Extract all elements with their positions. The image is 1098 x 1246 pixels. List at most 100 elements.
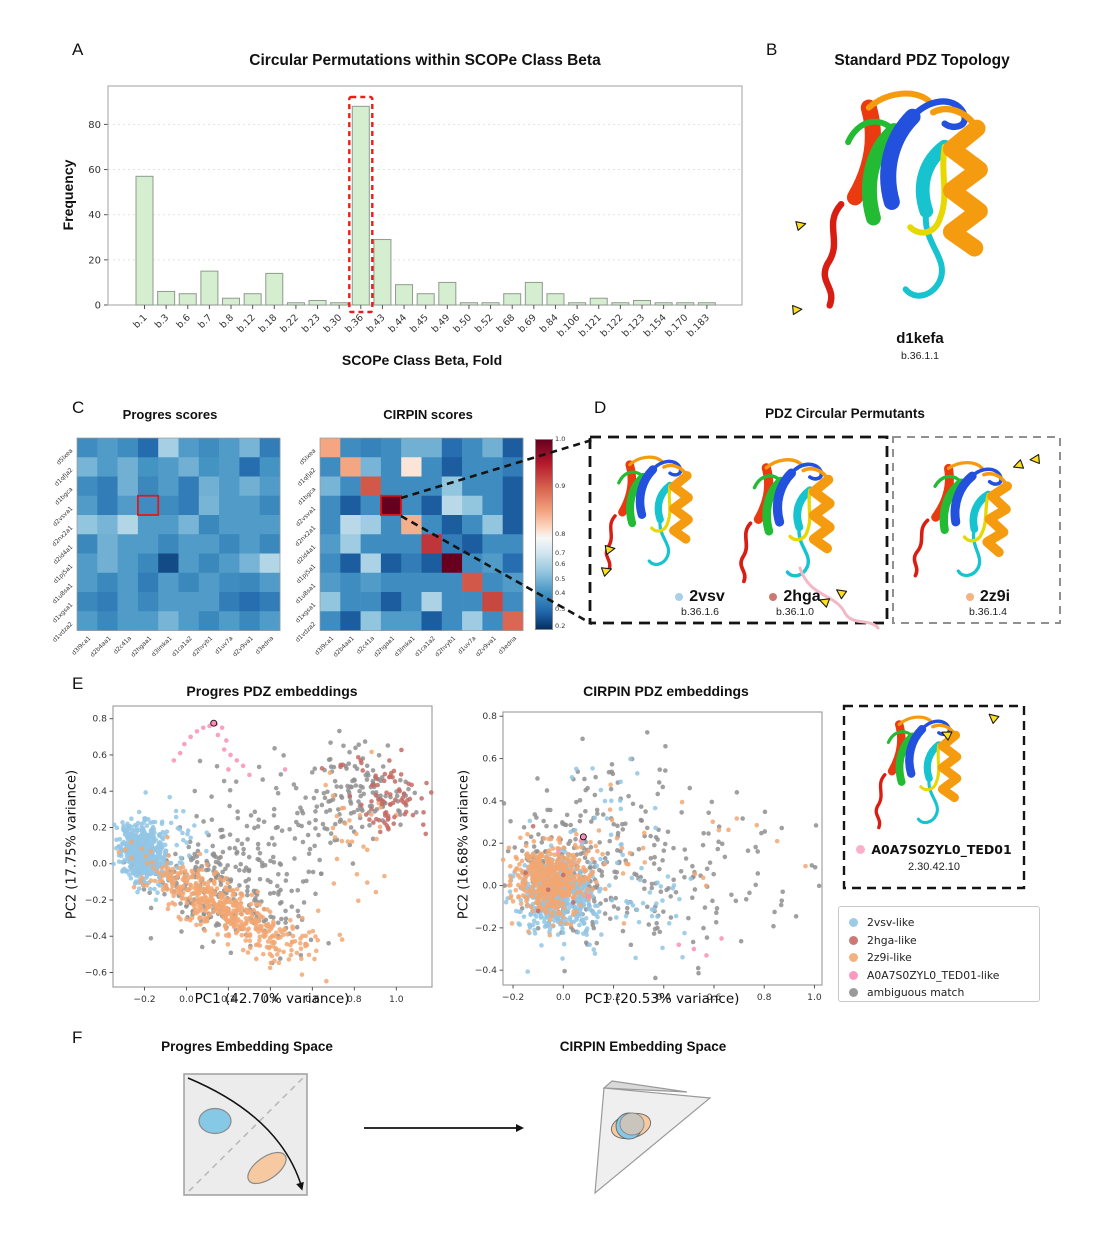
colorbar-tick: 1.0 — [555, 435, 566, 443]
svg-text:b.154: b.154 — [642, 312, 669, 339]
svg-text:d2v9va1: d2v9va1 — [231, 635, 254, 658]
svg-text:0: 0 — [95, 301, 101, 312]
terminus-arrow-icon — [792, 304, 803, 316]
panel-c-label: C — [72, 398, 85, 417]
svg-text:d1qfja2: d1qfja2 — [296, 467, 317, 488]
caption-2z9i: 2z9i b.36.1.4 — [938, 588, 1038, 618]
svg-text:1.0: 1.0 — [807, 992, 822, 1003]
bar-chart: 0 20 40 60 80 b.1 b.3 b.6 b.7 b.8b.12b.18b.22b.23… — [88, 85, 743, 339]
panel-b-label: B — [766, 40, 778, 59]
panel-d-title: PDZ Circular Permutants — [765, 406, 925, 421]
svg-text:−0.4: −0.4 — [475, 965, 497, 976]
svg-text:0.0: 0.0 — [179, 994, 194, 1005]
svg-text:0.2: 0.2 — [482, 838, 497, 849]
terminus-arrow-icon — [1029, 453, 1040, 465]
inset-protein-name: A0A7S0ZYL0_TED01 — [871, 842, 1012, 857]
scatter-progres-title: Progres PDZ embeddings — [186, 683, 358, 699]
legend-item: ambiguous match — [849, 984, 1029, 1002]
legend-label: 2vsv-like — [867, 916, 915, 930]
svg-text:d1bgca: d1bgca — [297, 486, 318, 507]
svg-text:b.45: b.45 — [408, 312, 431, 335]
legend-label: 2z9i-like — [867, 951, 912, 965]
svg-text:d5lxea: d5lxea — [55, 447, 74, 466]
svg-text:d5lxea: d5lxea — [298, 447, 317, 466]
svg-text:d3lmka1: d3lmka1 — [150, 635, 173, 658]
svg-text:0.6: 0.6 — [305, 994, 320, 1005]
svg-text:0.8: 0.8 — [347, 994, 362, 1005]
svg-text:b.183: b.183 — [685, 312, 712, 339]
gray-cluster-blob — [619, 1112, 645, 1136]
terminus-arrow-icon — [795, 218, 808, 231]
protein-d1kefa — [792, 78, 1060, 316]
svg-text:b.3: b.3 — [153, 312, 171, 330]
protein-2vsv-class: b.36.1.6 — [681, 606, 719, 618]
protein-2vsv-name: 2vsv — [689, 588, 725, 605]
terminus-arrow-icon — [985, 710, 1000, 724]
legend-dot-icon — [849, 970, 858, 980]
svg-text:b.43: b.43 — [365, 312, 388, 335]
legend-dot-icon — [849, 918, 858, 928]
transform-arrow — [364, 1124, 524, 1132]
svg-text:d1pj5a1: d1pj5a1 — [295, 563, 317, 585]
svg-text:80: 80 — [88, 120, 101, 131]
caption-2vsv: 2vsv b.36.1.6 — [650, 588, 750, 618]
protein-2z9i — [906, 450, 1040, 585]
colorbar-tick: 0.5 — [555, 575, 566, 584]
svg-text:0.0: 0.0 — [482, 881, 497, 892]
protein-2hga — [720, 448, 880, 630]
svg-text:b.23: b.23 — [300, 312, 323, 335]
heatmap-cirpin-title: CIRPIN scores — [383, 407, 473, 422]
svg-text:0.4: 0.4 — [656, 992, 671, 1003]
inset-box — [842, 704, 1026, 890]
svg-text:d2hgaa1: d2hgaa1 — [130, 635, 154, 659]
scatter-progres: −0.2 0.0 0.2 0.4 0.6 0.8 1.0 −0.6 −0.4 −0.2 0.0 0.2… — [85, 705, 434, 1005]
orange-cluster-blob — [247, 1151, 287, 1185]
svg-text:0.0: 0.0 — [92, 859, 107, 870]
svg-text:b.52: b.52 — [473, 312, 496, 335]
svg-text:0.4: 0.4 — [92, 786, 107, 797]
svg-text:0.8: 0.8 — [482, 711, 497, 722]
svg-text:d2hgaa1: d2hgaa1 — [373, 635, 397, 659]
ted01-dot-icon — [856, 845, 866, 854]
protein-b-name: d1kefa — [896, 330, 944, 347]
protein-2z9i-name: 2z9i — [979, 588, 1011, 605]
colorbar-tick: 0.9 — [555, 481, 566, 490]
inset-protein-class: 2.30.42.10 — [908, 861, 960, 873]
svg-text:b.1: b.1 — [131, 312, 149, 330]
svg-text:b.8: b.8 — [218, 312, 236, 330]
svg-text:0.2: 0.2 — [92, 822, 107, 833]
legend-label: 2hga-like — [867, 933, 917, 947]
svg-text:d2b4aa1: d2b4aa1 — [89, 635, 113, 659]
svg-text:d1u8sa1: d1u8sa1 — [294, 582, 317, 605]
svg-text:b.170: b.170 — [663, 312, 690, 339]
panel-b-title: Standard PDZ Topology — [834, 52, 1010, 69]
svg-text:0.2: 0.2 — [606, 992, 621, 1003]
svg-text:b.12: b.12 — [235, 312, 258, 335]
svg-text:b.30: b.30 — [322, 312, 345, 335]
2z9i-dot-icon — [965, 593, 974, 601]
heatmap-progres-title: Progres scores — [122, 407, 218, 422]
svg-text:b.106: b.106 — [555, 312, 582, 339]
protein-2z9i-class: b.36.1.4 — [969, 606, 1007, 618]
svg-text:0.0: 0.0 — [556, 992, 571, 1003]
panel-f-label: F — [72, 1028, 83, 1047]
svg-text:−0.2: −0.2 — [133, 994, 155, 1005]
svg-text:b.44: b.44 — [386, 312, 409, 335]
colorbar-tick: 0.8 — [555, 530, 566, 539]
legend-item: 2z9i-like — [849, 949, 1029, 967]
panel-a-ylabel: Frequency — [60, 159, 76, 231]
svg-text:20: 20 — [88, 255, 101, 266]
svg-text:0.4: 0.4 — [482, 796, 497, 807]
legend-item: A0A7S0ZYL0_TED01-like — [849, 967, 1029, 985]
progres-space-diagram — [183, 1073, 308, 1196]
svg-text:−0.6: −0.6 — [85, 967, 107, 978]
panel-d-label: D — [594, 398, 607, 417]
svg-text:b.7: b.7 — [196, 312, 214, 330]
svg-text:0.4: 0.4 — [263, 994, 278, 1005]
protein-b-class: b.36.1.1 — [901, 350, 939, 362]
svg-text:d2nx2a1: d2nx2a1 — [294, 524, 318, 548]
svg-text:d2vsva1: d2vsva1 — [52, 505, 75, 528]
svg-text:−0.2: −0.2 — [85, 895, 107, 906]
svg-text:b.123: b.123 — [620, 312, 647, 339]
scatter2-xlabel: PC1 (20.53% variance) — [584, 991, 740, 1007]
